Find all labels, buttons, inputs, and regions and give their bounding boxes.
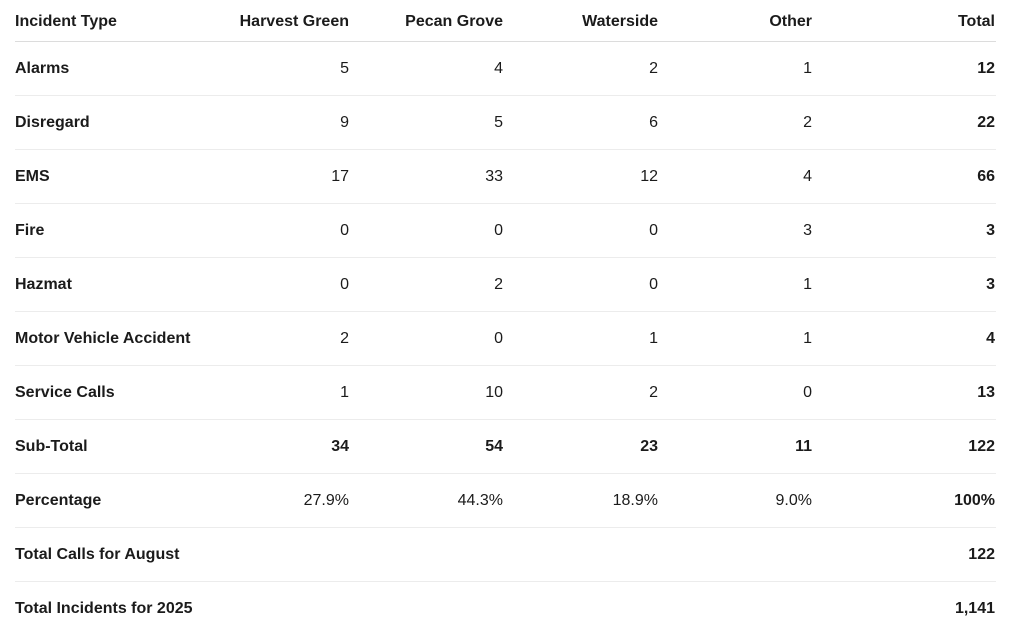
- row-total: 66: [977, 168, 995, 185]
- cell-value: 9: [340, 114, 349, 131]
- cell-value: 11: [795, 438, 812, 455]
- cell-value: 1: [649, 330, 658, 347]
- cell-value: 10: [485, 384, 503, 401]
- cell-value: 33: [485, 168, 503, 185]
- row-total: 3: [986, 276, 995, 293]
- row-label: Hazmat: [15, 276, 72, 293]
- cell-value: 1: [803, 330, 812, 347]
- row-divider: [15, 95, 996, 96]
- row-divider: [15, 257, 996, 258]
- row-label: Total Calls for August: [15, 546, 180, 563]
- cell-value: 4: [803, 168, 812, 185]
- row-total: 4: [986, 330, 995, 347]
- cell-value: 0: [494, 330, 503, 347]
- row-divider: [15, 527, 996, 528]
- row-total: 122: [968, 546, 995, 563]
- cell-value: 2: [803, 114, 812, 131]
- cell-value: 5: [340, 60, 349, 77]
- column-header: Waterside: [582, 13, 658, 30]
- row-divider: [15, 311, 996, 312]
- cell-value: 54: [485, 438, 503, 455]
- cell-value: 6: [649, 114, 658, 131]
- cell-value: 1: [803, 60, 812, 77]
- column-header: Harvest Green: [239, 13, 349, 30]
- row-label: Motor Vehicle Accident: [15, 330, 191, 347]
- cell-value: 2: [340, 330, 349, 347]
- row-divider: [15, 365, 996, 366]
- cell-value: 0: [803, 384, 812, 401]
- row-label: Total Incidents for 2025: [15, 600, 193, 617]
- row-total: 13: [977, 384, 995, 401]
- row-label: Service Calls: [15, 384, 115, 401]
- cell-value: 34: [331, 438, 349, 455]
- cell-value: 44.3%: [457, 492, 503, 509]
- cell-value: 1: [803, 276, 812, 293]
- row-label: Sub-Total: [15, 438, 88, 455]
- column-header: Total: [957, 13, 995, 30]
- cell-value: 2: [649, 60, 658, 77]
- cell-value: 23: [640, 438, 658, 455]
- header-divider: [15, 41, 996, 42]
- row-divider: [15, 203, 996, 204]
- row-divider: [15, 419, 996, 420]
- row-label: Fire: [15, 222, 45, 239]
- row-total: 22: [977, 114, 995, 131]
- row-divider: [15, 581, 996, 582]
- cell-value: 27.9%: [303, 492, 349, 509]
- cell-value: 0: [649, 222, 658, 239]
- cell-value: 4: [494, 60, 503, 77]
- row-total: 1,141: [954, 600, 995, 617]
- cell-value: 2: [649, 384, 658, 401]
- cell-value: 5: [494, 114, 503, 131]
- column-header: Incident Type: [15, 13, 117, 30]
- cell-value: 0: [340, 276, 349, 293]
- cell-value: 0: [494, 222, 503, 239]
- cell-value: 0: [649, 276, 658, 293]
- cell-value: 9.0%: [775, 492, 812, 509]
- row-total: 12: [977, 60, 995, 77]
- cell-value: 2: [494, 276, 503, 293]
- row-total: 3: [986, 222, 995, 239]
- column-header: Other: [769, 13, 812, 30]
- column-header: Pecan Grove: [405, 13, 503, 30]
- cell-value: 12: [640, 168, 658, 185]
- row-divider: [15, 473, 996, 474]
- row-label: Alarms: [15, 60, 70, 77]
- row-label: Disregard: [15, 114, 90, 131]
- cell-value: 3: [803, 222, 812, 239]
- row-label: EMS: [15, 168, 50, 185]
- cell-value: 1: [340, 384, 349, 401]
- row-total: 122: [968, 438, 995, 455]
- row-total: 100%: [954, 492, 995, 509]
- cell-value: 17: [331, 168, 349, 185]
- row-label: Percentage: [15, 492, 102, 509]
- cell-value: 0: [340, 222, 349, 239]
- cell-value: 18.9%: [612, 492, 658, 509]
- row-divider: [15, 149, 996, 150]
